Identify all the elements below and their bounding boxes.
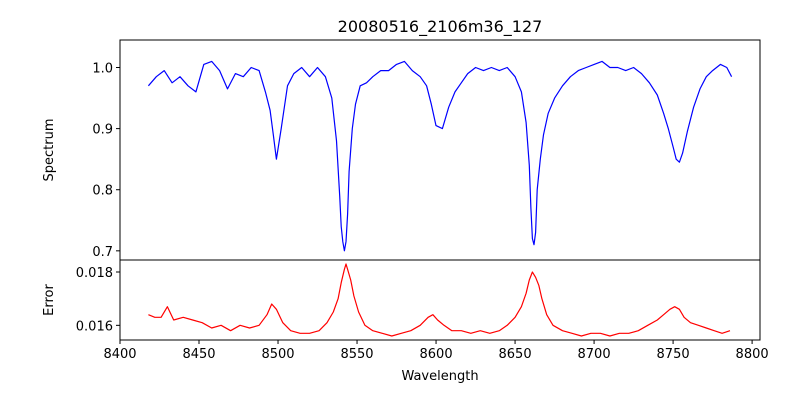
error-y-tick-label: 0.018	[76, 266, 113, 281]
x-tick-label: 8600	[420, 347, 453, 362]
x-tick-label: 8750	[657, 347, 690, 362]
x-tick-label: 8800	[736, 347, 769, 362]
error-series-line	[148, 263, 731, 337]
spectrum-y-tick-label: 1.0	[92, 62, 113, 77]
spectrum-y-tick-label: 0.8	[92, 184, 113, 199]
error-y-axis-label: Error	[42, 284, 57, 316]
x-tick-label: 8450	[182, 347, 215, 362]
spectrum-y-tick-label: 0.7	[92, 245, 113, 260]
x-tick-label: 8500	[261, 347, 294, 362]
spectrum-y-axis-label: Spectrum	[42, 119, 57, 182]
x-axis: 8400 8450 8500 8550 8600 8650 8700 8750 8800	[103, 340, 769, 362]
spectrum-y-tick-label: 0.9	[92, 123, 113, 138]
x-tick-label: 8400	[103, 347, 136, 362]
spectrum-series-line	[147, 60, 733, 252]
x-tick-label: 8700	[578, 347, 611, 362]
x-axis-label: Wavelength	[401, 369, 478, 384]
error-y-tick-label: 0.016	[76, 319, 113, 334]
error-panel: 0.016 0.018	[76, 259, 761, 341]
x-tick-label: 8550	[340, 347, 373, 362]
error-plot-frame	[119, 259, 761, 341]
chart-title: 20080516_2106m36_127	[338, 17, 543, 37]
x-tick-label: 8650	[499, 347, 532, 362]
